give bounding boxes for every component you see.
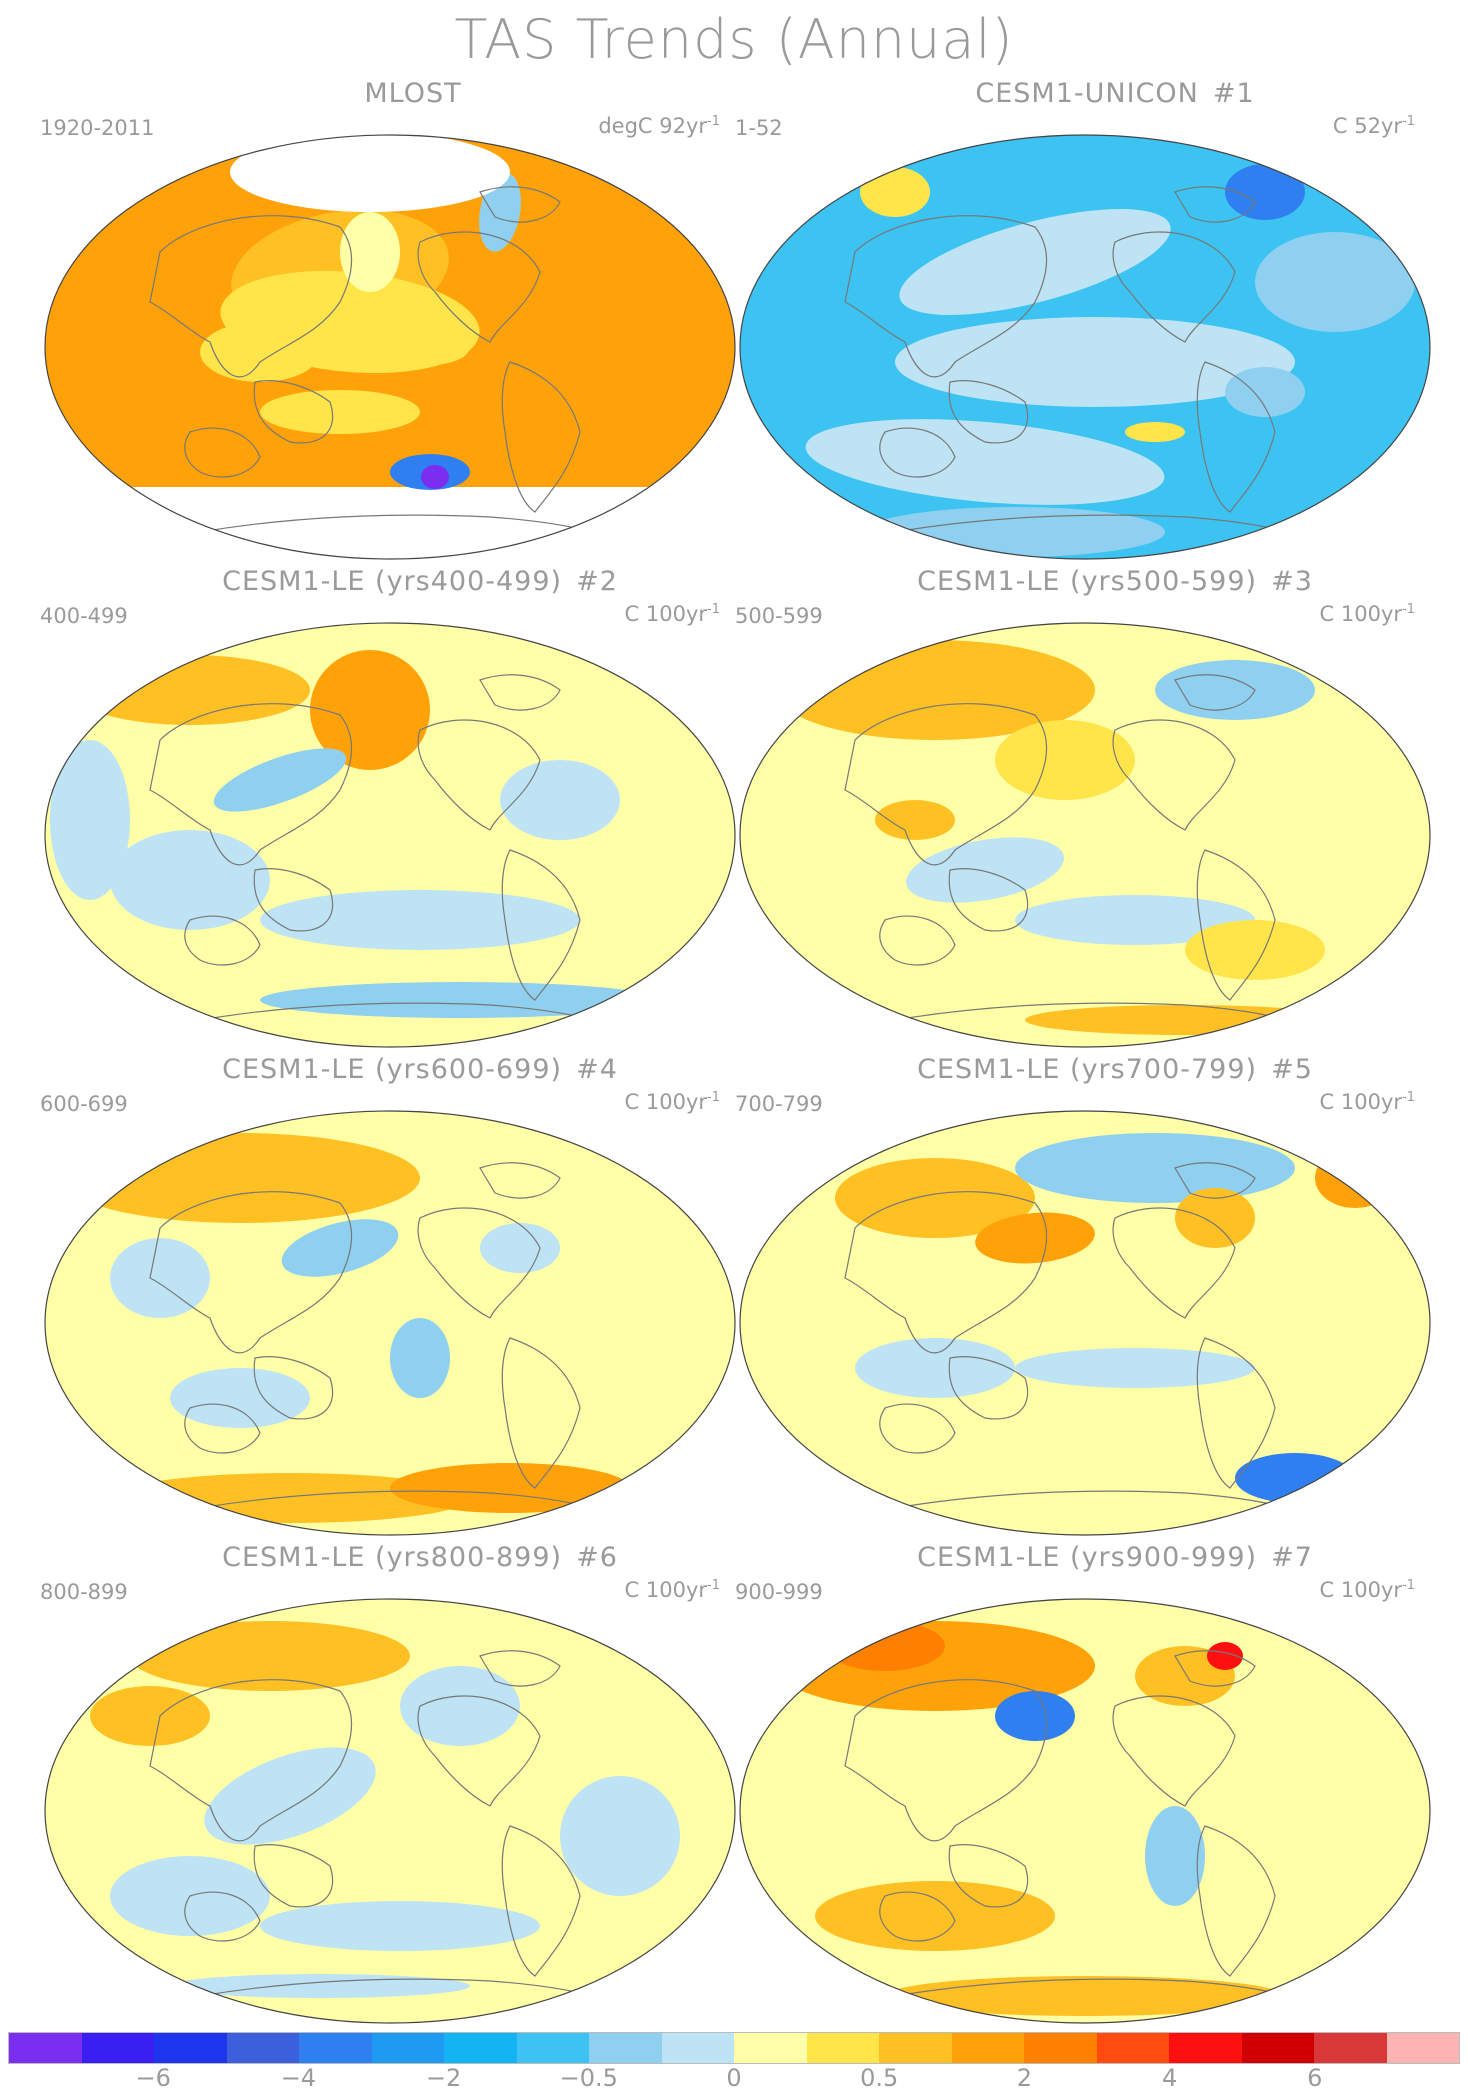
colorbar-box [879, 2033, 952, 2063]
panel-name: CESM1-LE (yrs900-999) [917, 1542, 1258, 1573]
panel-units: C 100yr-1 [624, 1090, 720, 1114]
panel-tag: #7 [1271, 1542, 1313, 1573]
map-panel: CESM1-LE (yrs700-799) #5 700-799 C 100yr-… [735, 1054, 1435, 1538]
colorbar-box [589, 2033, 662, 2063]
panel-period: 500-599 [735, 604, 823, 628]
colorbar-label: 0 [726, 2064, 742, 2092]
map-panel: CESM1-LE (yrs800-899) #6 800-899 C 100yr-… [40, 1542, 740, 2026]
colorbar-box [226, 2033, 299, 2063]
map-panel: CESM1-LE (yrs400-499) #2 400-499 C 100yr-… [40, 566, 740, 1050]
panel-title: MLOST [80, 78, 760, 109]
colorbar-box [371, 2033, 444, 2063]
panel-tag: #3 [1271, 566, 1313, 597]
panel-period: 1920-2011 [40, 116, 155, 140]
panel-period: 900-999 [735, 1580, 823, 1604]
panel-title: CESM1-LE (yrs600-699) #4 [80, 1054, 760, 1085]
panel-name: CESM1-UNICON [975, 78, 1199, 109]
colorbar-label: −2 [425, 2064, 462, 2092]
panel-units: C 100yr-1 [624, 602, 720, 626]
panel-tag: #6 [576, 1542, 618, 1573]
colorbar-box [1169, 2033, 1242, 2063]
colorbar-box [154, 2033, 227, 2063]
panel-name: CESM1-LE (yrs500-599) [917, 566, 1258, 597]
colorbar-label: 6 [1307, 2064, 1323, 2092]
panel-units: C 100yr-1 [1319, 1578, 1415, 1602]
colorbar-box [661, 2033, 734, 2063]
panel-units: C 100yr-1 [1319, 1090, 1415, 1114]
panel-title: CESM1-LE (yrs800-899) #6 [80, 1542, 760, 1573]
panel-name: CESM1-LE (yrs700-799) [917, 1054, 1258, 1085]
panel-period: 1-52 [735, 116, 783, 140]
colorbar-label: 2 [1016, 2064, 1033, 2092]
panel-period: 700-799 [735, 1092, 823, 1116]
map-panel: CESM1-LE (yrs500-599) #3 500-599 C 100yr-… [735, 566, 1435, 1050]
colorbar-box [516, 2033, 589, 2063]
panel-name: CESM1-LE (yrs600-699) [222, 1054, 563, 1085]
robinson-map [739, 622, 1431, 1048]
colorbar-box [9, 2033, 82, 2063]
panel-tag: #2 [576, 566, 618, 597]
panel-name: CESM1-LE (yrs400-499) [222, 566, 563, 597]
robinson-map [44, 622, 736, 1048]
map-panel: CESM1-LE (yrs600-699) #4 600-699 C 100yr-… [40, 1054, 740, 1538]
colorbar-box [951, 2033, 1024, 2063]
colorbar [8, 2032, 1460, 2064]
panel-title: CESM1-LE (yrs900-999) #7 [775, 1542, 1455, 1573]
colorbar-label: −6 [135, 2064, 171, 2092]
panel-units: C 100yr-1 [624, 1578, 720, 1602]
panel-title: CESM1-LE (yrs400-499) #2 [80, 566, 760, 597]
colorbar-box [1386, 2033, 1459, 2063]
robinson-map [739, 134, 1431, 560]
colorbar-label: −0.5 [559, 2064, 618, 2092]
colorbar-box [444, 2033, 517, 2063]
map-panel: MLOST 1920-2011 degC 92yr-1 [40, 78, 740, 562]
panel-units: C 100yr-1 [1319, 602, 1415, 626]
colorbar-box [1241, 2033, 1314, 2063]
colorbar-box [1314, 2033, 1387, 2063]
colorbar-box [734, 2033, 807, 2063]
colorbar-labels: −6 −4 −2 −0.5 0 0.5 2 4 6 [8, 2064, 1460, 2093]
map-panel: CESM1-UNICON #1 1-52 C 52yr-1 [735, 78, 1435, 562]
panel-period: 600-699 [40, 1092, 128, 1116]
colorbar-label: 0.5 [860, 2064, 899, 2092]
colorbar-box [1024, 2033, 1097, 2063]
panel-tag: #1 [1212, 78, 1255, 109]
map-panel: CESM1-LE (yrs900-999) #7 900-999 C 100yr-… [735, 1542, 1435, 2026]
panel-tag: #5 [1271, 1054, 1313, 1085]
colorbar-box [81, 2033, 154, 2063]
panel-units: C 52yr-1 [1332, 114, 1415, 138]
colorbar-box [806, 2033, 879, 2063]
figure-title: TAS Trends (Annual) [454, 8, 1014, 71]
panel-title: CESM1-LE (yrs500-599) #3 [775, 566, 1455, 597]
panel-tag: #4 [576, 1054, 618, 1085]
panel-units: degC 92yr-1 [598, 114, 720, 138]
robinson-map [739, 1598, 1431, 2024]
robinson-map [739, 1110, 1431, 1536]
colorbar-label: 4 [1161, 2064, 1178, 2092]
robinson-map [44, 1110, 736, 1536]
robinson-map [44, 134, 736, 560]
colorbar-box [1096, 2033, 1169, 2063]
robinson-map [44, 1598, 736, 2024]
colorbar-label: −4 [280, 2064, 317, 2092]
panel-name: CESM1-LE (yrs800-899) [222, 1542, 563, 1573]
panel-period: 400-499 [40, 604, 128, 628]
panel-period: 800-899 [40, 1580, 128, 1604]
panel-name: MLOST [364, 78, 462, 109]
colorbar-box [299, 2033, 372, 2063]
panel-title: CESM1-LE (yrs700-799) #5 [775, 1054, 1455, 1085]
panel-title: CESM1-UNICON #1 [775, 78, 1455, 109]
